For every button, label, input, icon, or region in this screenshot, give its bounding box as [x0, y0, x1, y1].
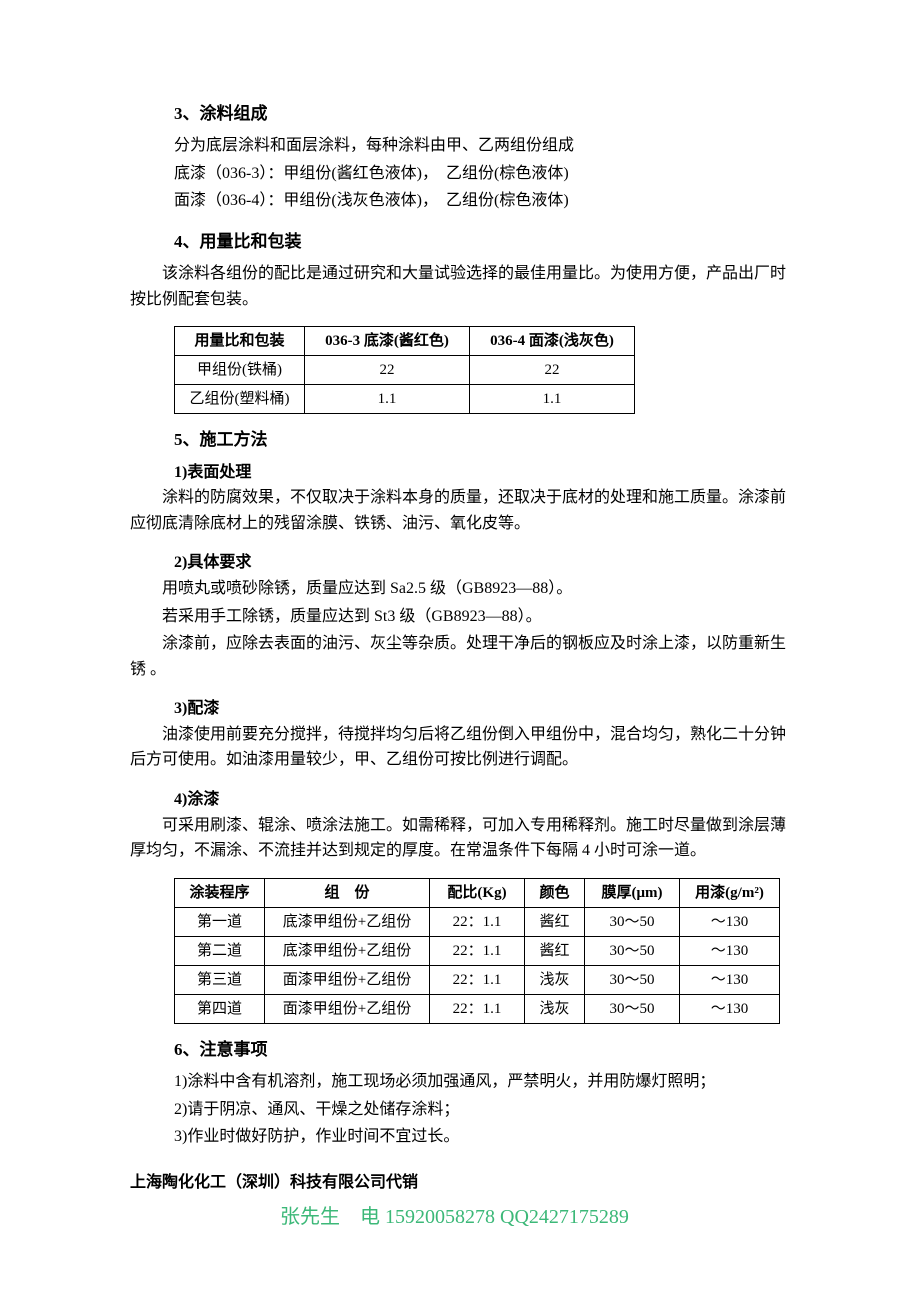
s5-sub1-heading: 1)表面处理 — [174, 460, 790, 486]
section-4-heading: 4、用量比和包装 — [174, 228, 790, 255]
section-3-body: 分为底层涂料和面层涂料，每种涂料由甲、乙两组份组成 底漆（036-3）：甲组份(… — [174, 133, 790, 214]
table1-r0c1: 22 — [305, 356, 470, 385]
table2-r1c2: 22：1.1 — [430, 936, 525, 965]
s5-sub4-body: 可采用刷漆、辊涂、喷涂法施工。如需稀释，可加入专用稀释剂。施工时尽量做到涂层薄厚… — [130, 813, 790, 864]
table2-r2c2: 22：1.1 — [430, 965, 525, 994]
s5-sub3-body: 油漆使用前要充分搅拌，待搅拌均匀后将乙组份倒入甲组份中，混合均匀，熟化二十分钟后… — [130, 722, 790, 773]
s5-sub2-l1: 用喷丸或喷砂除锈，质量应达到 Sa2.5 级（GB8923—88）。 — [130, 576, 790, 602]
table2-r3c5: ～130 — [680, 994, 780, 1023]
s5-sub3-heading: 3)配漆 — [174, 696, 790, 722]
s6-item2: 2)请于阴凉、通风、干燥之处储存涂料； — [174, 1097, 790, 1123]
section-5-heading: 5、施工方法 — [174, 426, 790, 453]
table2-r3c1: 面漆甲组份+乙组份 — [265, 994, 430, 1023]
table2-r3c4: 30～50 — [585, 994, 680, 1023]
table2-h0: 涂装程序 — [175, 878, 265, 907]
s5-sub2-l2: 若采用手工除锈，质量应达到 St3 级（GB8923—88）。 — [130, 604, 790, 630]
section-6-heading: 6、注意事项 — [174, 1036, 790, 1063]
table2-r1c3: 酱红 — [525, 936, 585, 965]
table1-r1c1: 1.1 — [305, 385, 470, 414]
table2-r0c5: ～130 — [680, 907, 780, 936]
s3-line2: 底漆（036-3）：甲组份(酱红色液体)， 乙组份(棕色液体) — [174, 161, 790, 187]
table2-h5: 用漆(g/m²) — [680, 878, 780, 907]
section-3-heading: 3、涂料组成 — [174, 100, 790, 127]
table2-r0c1: 底漆甲组份+乙组份 — [265, 907, 430, 936]
s5-sub2-heading: 2)具体要求 — [174, 550, 790, 576]
table2-r1c1: 底漆甲组份+乙组份 — [265, 936, 430, 965]
table-row: 甲组份(铁桶) 22 22 — [175, 356, 635, 385]
coating-procedure-table: 涂装程序 组 份 配比(Kg) 颜色 膜厚(μm) 用漆(g/m²) 第一道 底… — [174, 878, 780, 1024]
s5-sub2-l3: 涂漆前，应除去表面的油污、灰尘等杂质。处理干净后的钢板应及时涂上漆，以防重新生锈… — [130, 631, 790, 682]
table2-r0c0: 第一道 — [175, 907, 265, 936]
s5-sub4-heading: 4)涂漆 — [174, 787, 790, 813]
table2-h2: 配比(Kg) — [430, 878, 525, 907]
s6-item1: 1)涂料中含有机溶剂，施工现场必须加强通风，严禁明火，并用防爆灯照明； — [174, 1069, 790, 1095]
table-row: 第一道 底漆甲组份+乙组份 22：1.1 酱红 30～50 ～130 — [175, 907, 780, 936]
table2-r2c5: ～130 — [680, 965, 780, 994]
table2-r0c3: 酱红 — [525, 907, 585, 936]
distributor-name: 上海陶化化工（深圳）科技有限公司代销 — [130, 1170, 790, 1196]
s3-line1: 分为底层涂料和面层涂料，每种涂料由甲、乙两组份组成 — [174, 133, 790, 159]
table2-r1c4: 30～50 — [585, 936, 680, 965]
ratio-packaging-table: 用量比和包装 036-3 底漆(酱红色) 036-4 面漆(浅灰色) 甲组份(铁… — [174, 326, 635, 414]
table1-h0: 用量比和包装 — [175, 327, 305, 356]
table2-h1: 组 份 — [265, 878, 430, 907]
contact-info: 张先生 电 15920058278 QQ2427175289 — [280, 1201, 790, 1233]
table2-r1c0: 第二道 — [175, 936, 265, 965]
table2-r3c2: 22：1.1 — [430, 994, 525, 1023]
table1-r0c0: 甲组份(铁桶) — [175, 356, 305, 385]
table2-r0c4: 30～50 — [585, 907, 680, 936]
table2-h3: 颜色 — [525, 878, 585, 907]
s3-line3: 面漆（036-4）：甲组份(浅灰色液体)， 乙组份(棕色液体) — [174, 188, 790, 214]
table1-r1c0: 乙组份(塑料桶) — [175, 385, 305, 414]
s6-item3: 3)作业时做好防护，作业时间不宜过长。 — [174, 1124, 790, 1150]
table-row: 第二道 底漆甲组份+乙组份 22：1.1 酱红 30～50 ～130 — [175, 936, 780, 965]
table2-r2c1: 面漆甲组份+乙组份 — [265, 965, 430, 994]
s4-body: 该涂料各组份的配比是通过研究和大量试验选择的最佳用量比。为使用方便，产品出厂时按… — [130, 261, 790, 312]
table2-r1c5: ～130 — [680, 936, 780, 965]
s5-sub1-body: 涂料的防腐效果，不仅取决于涂料本身的质量，还取决于底材的处理和施工质量。涂漆前应… — [130, 485, 790, 536]
table2-r0c2: 22：1.1 — [430, 907, 525, 936]
table2-r2c4: 30～50 — [585, 965, 680, 994]
table1-r0c2: 22 — [470, 356, 635, 385]
table-row: 第四道 面漆甲组份+乙组份 22：1.1 浅灰 30～50 ～130 — [175, 994, 780, 1023]
table2-r2c3: 浅灰 — [525, 965, 585, 994]
table-row: 第三道 面漆甲组份+乙组份 22：1.1 浅灰 30～50 ～130 — [175, 965, 780, 994]
table2-h4: 膜厚(μm) — [585, 878, 680, 907]
table2-r2c0: 第三道 — [175, 965, 265, 994]
table2-r3c0: 第四道 — [175, 994, 265, 1023]
table1-h2: 036-4 面漆(浅灰色) — [470, 327, 635, 356]
section-6-body: 1)涂料中含有机溶剂，施工现场必须加强通风，严禁明火，并用防爆灯照明； 2)请于… — [174, 1069, 790, 1150]
table-row: 乙组份(塑料桶) 1.1 1.1 — [175, 385, 635, 414]
table1-h1: 036-3 底漆(酱红色) — [305, 327, 470, 356]
table2-r3c3: 浅灰 — [525, 994, 585, 1023]
table1-r1c2: 1.1 — [470, 385, 635, 414]
